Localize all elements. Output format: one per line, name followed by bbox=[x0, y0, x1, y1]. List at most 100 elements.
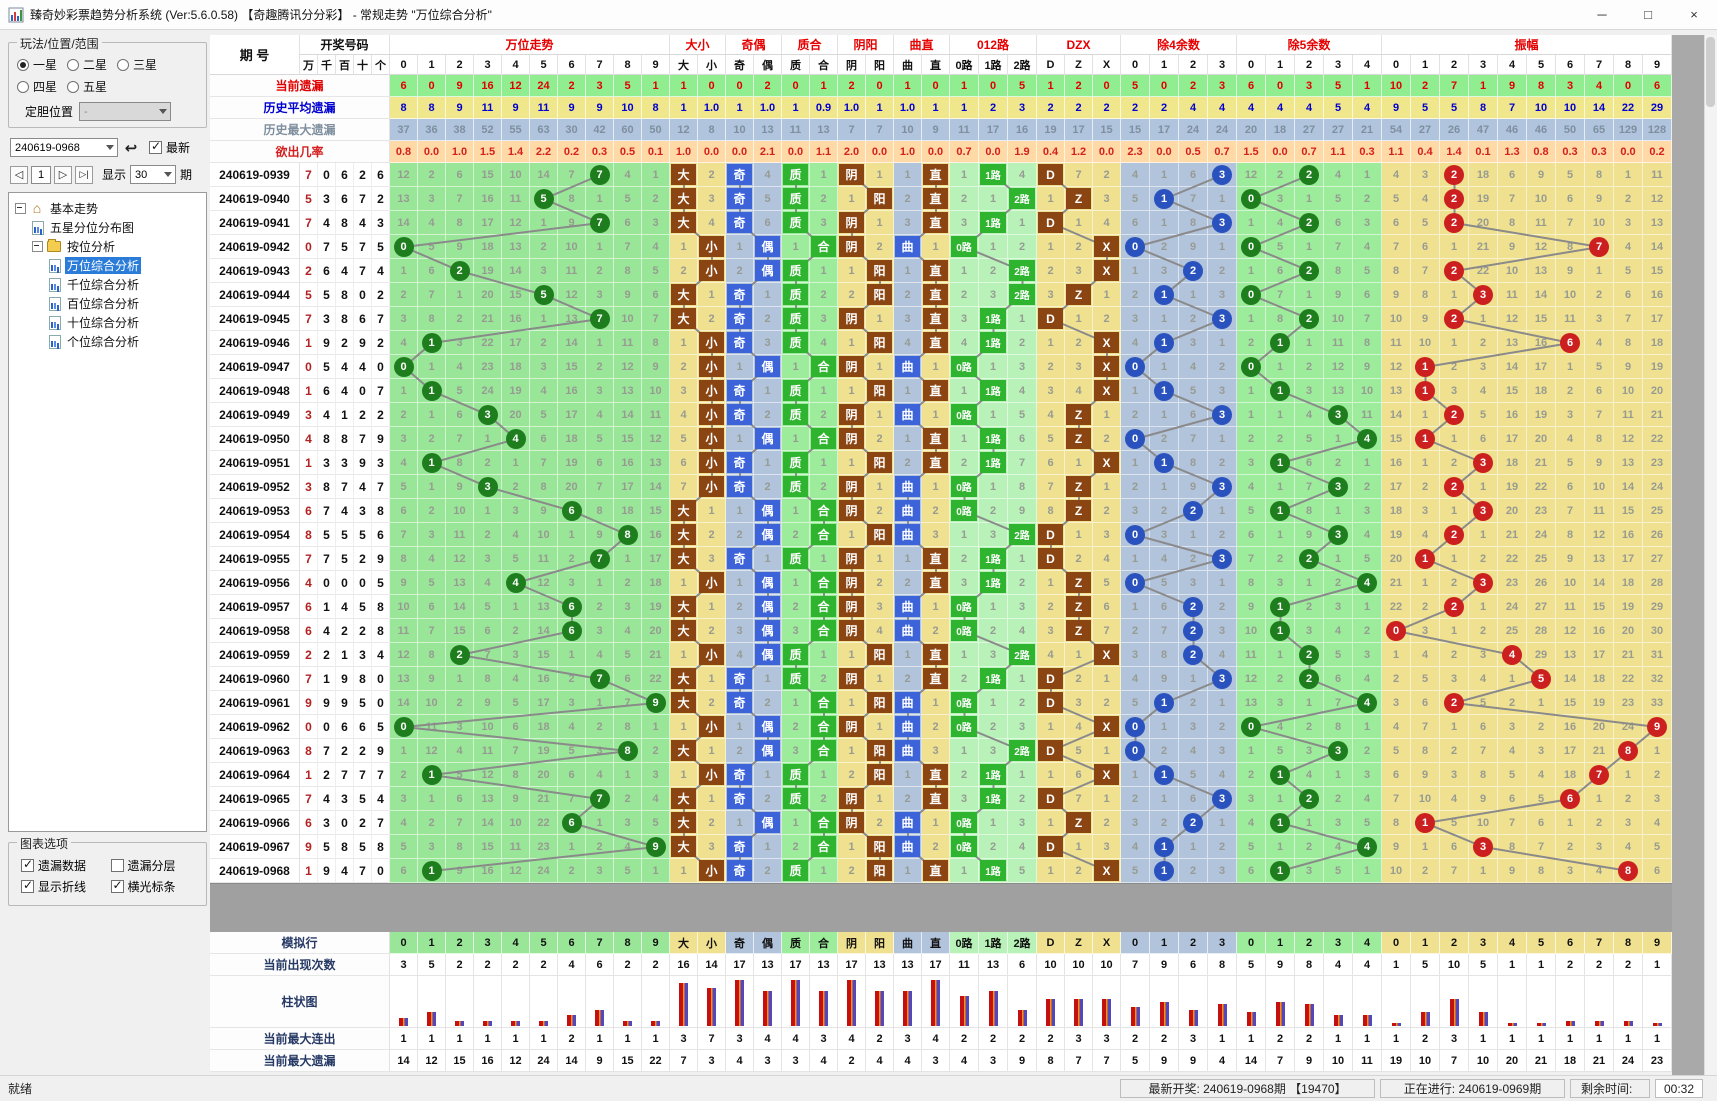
table-row[interactable]: 240619-0941 7 4 8 4 3 14 4 8 17 12 1 9 7 6 3 大 4 奇 6 质 3 阴 1 3 直 3… bbox=[210, 211, 1672, 235]
tree-expander-icon[interactable] bbox=[15, 203, 26, 214]
stats-value: 11 bbox=[950, 119, 979, 141]
hit-tile: Z bbox=[1066, 188, 1091, 209]
radio-一星[interactable]: 一星 bbox=[17, 56, 57, 73]
miss-count: 5 bbox=[1018, 864, 1026, 877]
draw-digit: 9 bbox=[354, 331, 372, 355]
miss-count: 1 bbox=[1160, 792, 1168, 805]
table-row[interactable]: 240619-0943 2 6 4 7 4 1 6 2 19 14 3 11 2 8 5 2 小 2 偶质 1 1 阳 1 直 1… bbox=[210, 259, 1672, 283]
table-row[interactable]: 240619-0944 5 5 8 0 2 2 7 1 20 15 5 12 3 9 6 大 1 奇 1 质 2 2 阳 2 直 2… bbox=[210, 283, 1672, 307]
trend-cell: 1 bbox=[1065, 523, 1093, 547]
trend-cell: 1 bbox=[390, 739, 418, 763]
tree-item-基本走势[interactable]: ⌂ 基本走势 bbox=[11, 199, 204, 218]
table-row[interactable]: 240619-0962 0 0 6 6 5 0 11 3 10 6 18 4 2 8 1 1 小 1 偶 2 合阴 1 曲 2 0… bbox=[210, 715, 1672, 739]
period-select[interactable]: 240619-0968 bbox=[10, 138, 118, 157]
radio-二星[interactable]: 二星 bbox=[67, 56, 107, 73]
scrollbar-thumb[interactable] bbox=[1706, 37, 1715, 107]
tree-item-万位综合分析[interactable]: 万位综合分析 bbox=[11, 256, 204, 275]
trend-cell: 2 bbox=[1093, 691, 1121, 715]
radio-四星[interactable]: 四星 bbox=[17, 78, 57, 95]
option-遗漏分层[interactable]: 遗漏分层 bbox=[110, 857, 201, 874]
miss-count: 3 bbox=[1624, 816, 1632, 829]
trend-cell: 0路 bbox=[950, 595, 979, 619]
bar-cell bbox=[418, 976, 446, 1028]
radio-label: 四星 bbox=[33, 80, 58, 94]
hit-tile: 质 bbox=[783, 380, 808, 401]
miss-count: 4 bbox=[456, 744, 463, 757]
table-row[interactable]: 240619-0957 6 1 4 5 8 10 6 14 5 1 13 6 2 3 19 大 1 2 偶 2 合阴 3 曲 1… bbox=[210, 595, 1672, 619]
table-row[interactable]: 240619-0966 6 3 0 2 7 4 2 7 14 10 22 6 1 3 5 大 2 1 偶 1 合阴 2 曲 1 0… bbox=[210, 811, 1672, 835]
tree-item-按位分析[interactable]: 按位分析 bbox=[11, 237, 204, 256]
table-row[interactable]: 240619-0950 4 8 8 7 9 3 2 7 1 4 6 18 5 15 12 5 小 1 偶 1 合阴 2 1 直 1… bbox=[210, 427, 1672, 451]
table-row[interactable]: 240619-0952 3 8 7 4 7 5 1 9 3 2 8 20 7 17 14 7 小奇 2 质 2 阴 1 曲 1 0… bbox=[210, 475, 1672, 499]
maximize-button[interactable]: □ bbox=[1644, 7, 1652, 22]
page-number-input[interactable]: 1 bbox=[31, 165, 51, 184]
miss-count: 5 bbox=[1334, 192, 1342, 205]
minimize-button[interactable]: ─ bbox=[1597, 7, 1607, 22]
miss-count: 7 bbox=[1566, 216, 1574, 229]
tree-item-个位综合分析[interactable]: 个位综合分析 bbox=[11, 332, 204, 351]
dingdan-select[interactable]: - bbox=[79, 102, 172, 121]
tree-expander-icon[interactable] bbox=[32, 241, 43, 252]
show-count-select[interactable]: 30 bbox=[130, 165, 177, 184]
table-row[interactable]: 240619-0940 5 3 6 7 2 13 3 7 16 11 5 8 1 5 2 大 3 奇 5 质 2 1 阳 2 直 2… bbox=[210, 187, 1672, 211]
miss-count: 4 bbox=[1479, 672, 1487, 685]
table-row[interactable]: 240619-0947 0 5 4 4 0 0 1 4 23 18 3 15 2 12 9 2 小 1 偶 1 合阴 1 曲 1… bbox=[210, 355, 1672, 379]
trend-cell: 0路 bbox=[950, 475, 979, 499]
hit-tile: 大 bbox=[671, 188, 696, 209]
radio-三星[interactable]: 三星 bbox=[117, 56, 157, 73]
trend-cell: 5 bbox=[1498, 763, 1527, 787]
count-bar bbox=[1507, 1023, 1517, 1026]
trend-cell: 10 bbox=[1556, 283, 1585, 307]
table-row[interactable]: 240619-0948 1 6 4 0 7 1 1 5 24 19 4 16 3 13 10 3 小奇 1 质 1 1 阳 1… bbox=[210, 379, 1672, 403]
group-header-jo: 奇偶奇偶 bbox=[726, 35, 782, 75]
draw-digit: 9 bbox=[354, 451, 372, 475]
table-row[interactable]: 240619-0946 1 9 2 9 2 4 1 3 22 17 2 14 1 11 8 1 小奇 3 质 4 1 阳 4 直… bbox=[210, 331, 1672, 355]
table-row[interactable]: 240619-0954 8 5 5 5 6 7 3 11 2 4 10 1 9 8 16 大 2 2 偶 2 合 1 阳曲 3 1… bbox=[210, 523, 1672, 547]
table-row[interactable]: 240619-0968 1 9 4 7 0 6 1 9 16 12 24 2 3 5 1 1 小奇 2 质 1 2 阳 1 直 1… bbox=[210, 859, 1672, 883]
table-row[interactable]: 240619-0960 7 1 9 8 0 13 9 1 8 4 16 2 7 6 22 大 1 奇 1 质 2 阴 1 2 直 2… bbox=[210, 667, 1672, 691]
last-page-button[interactable]: ▷| bbox=[75, 165, 93, 184]
trend-cell: 2 bbox=[1121, 283, 1150, 307]
option-遗漏数据[interactable]: 遗漏数据 bbox=[21, 857, 111, 874]
close-button[interactable]: × bbox=[1690, 7, 1698, 22]
tree-item-千位综合分析[interactable]: 千位综合分析 bbox=[11, 275, 204, 294]
trend-cell: 8 bbox=[1614, 859, 1643, 883]
option-横光标条[interactable]: 横光标条 bbox=[110, 878, 201, 895]
table-row[interactable]: 240619-0955 7 7 5 2 9 8 4 12 3 5 11 2 7 1 17 大 3 奇 1 质 1 阴 1 1 直 2… bbox=[210, 547, 1672, 571]
table-row[interactable]: 240619-0958 6 4 2 2 8 11 7 15 6 2 14 6 3 4 20 大 2 3 偶 3 合阴 4 曲 2… bbox=[210, 619, 1672, 643]
table-row[interactable]: 240619-0945 7 3 8 6 7 3 8 2 21 16 1 13 7 10 7 大 2 奇 2 质 3 阴 1 3 直… bbox=[210, 307, 1672, 331]
trend-cell: 23 bbox=[474, 355, 502, 379]
table-row[interactable]: 240619-0942 0 7 5 7 5 0 5 9 18 13 2 10 1 7 4 1 小 1 偶 1 合阴 2 曲 1 0… bbox=[210, 235, 1672, 259]
trend-cell: 8 bbox=[418, 643, 446, 667]
table-row[interactable]: 240619-0965 7 4 3 5 4 3 1 6 13 9 21 7 7 2 4 大 1 奇 2 质 2 阴 1 2 直 3 1… bbox=[210, 787, 1672, 811]
table-row[interactable]: 240619-0939 7 0 6 2 6 12 2 6 15 10 14 7 7 4 1 大 2 奇 4 质 1 阴 1 1 直… bbox=[210, 163, 1672, 187]
table-row[interactable]: 240619-0961 9 9 9 5 0 14 10 2 9 5 17 3 1 7 9 大 2 奇 2 1 合 1 阳曲 1 0… bbox=[210, 691, 1672, 715]
table-row[interactable]: 240619-0953 6 7 4 3 8 6 2 10 1 3 9 6 8 18 15 大 1 1 偶 1 合阴 2 曲 2 0… bbox=[210, 499, 1672, 523]
stats-value: 3 bbox=[586, 75, 614, 97]
table-row[interactable]: 240619-0956 4 0 0 0 5 9 5 13 4 4 12 3 1 2 18 1 小 1 偶 1 合阴 2 2 直 3… bbox=[210, 571, 1672, 595]
miss-count: 7 bbox=[1421, 264, 1429, 277]
miss-count: 17 bbox=[621, 480, 634, 493]
trend-cell: 7 bbox=[586, 475, 614, 499]
table-row[interactable]: 240619-0964 1 2 7 7 7 2 1 5 12 8 20 6 4 1 3 1 小奇 1 质 1 2 阳 1 直 2 1… bbox=[210, 763, 1672, 787]
radio-五星[interactable]: 五星 bbox=[67, 78, 107, 95]
tree-item-十位综合分析[interactable]: 十位综合分析 bbox=[11, 313, 204, 332]
miss-count: 1 bbox=[1103, 288, 1110, 301]
table-row[interactable]: 240619-0963 8 7 2 2 9 1 12 4 11 7 19 5 3 8 2 大 1 2 偶 3 合 1 阳曲 3 1… bbox=[210, 739, 1672, 763]
latest-checkbox[interactable] bbox=[149, 139, 162, 154]
tree-item-五星分位分布图[interactable]: 五星分位分布图 bbox=[11, 218, 204, 237]
miss-count: 8 bbox=[1392, 816, 1400, 829]
table-row[interactable]: 240619-0951 1 3 3 9 3 4 1 8 2 1 7 19 6 16 13 6 小奇 1 质 1 1 阳 2 直 2… bbox=[210, 451, 1672, 475]
option-显示折线[interactable]: 显示折线 bbox=[21, 878, 111, 895]
tree-item-百位综合分析[interactable]: 百位综合分析 bbox=[11, 294, 204, 313]
first-page-button[interactable]: ◁ bbox=[10, 165, 28, 184]
stats-value: 11 bbox=[530, 97, 558, 119]
vertical-scrollbar[interactable] bbox=[1704, 35, 1717, 1075]
next-page-button[interactable]: ▷ bbox=[54, 165, 72, 184]
table-row[interactable]: 240619-0949 3 4 1 2 2 2 1 6 3 20 5 17 4 14 11 4 小奇 2 质 2 阴 1 曲 1… bbox=[210, 403, 1672, 427]
trend-cell: 0 bbox=[1382, 619, 1411, 643]
table-row[interactable]: 240619-0959 2 2 1 3 4 12 8 2 7 3 15 1 4 5 21 1 小 4 偶质 1 1 阳 1 直 1… bbox=[210, 643, 1672, 667]
table-row[interactable]: 240619-0967 9 5 8 5 8 5 3 8 15 11 23 1 2 4 9 大 3 奇 1 2 合 1 阳曲 2 0… bbox=[210, 835, 1672, 859]
bar-cell bbox=[502, 976, 530, 1028]
refresh-button[interactable]: ↩ bbox=[122, 139, 140, 157]
